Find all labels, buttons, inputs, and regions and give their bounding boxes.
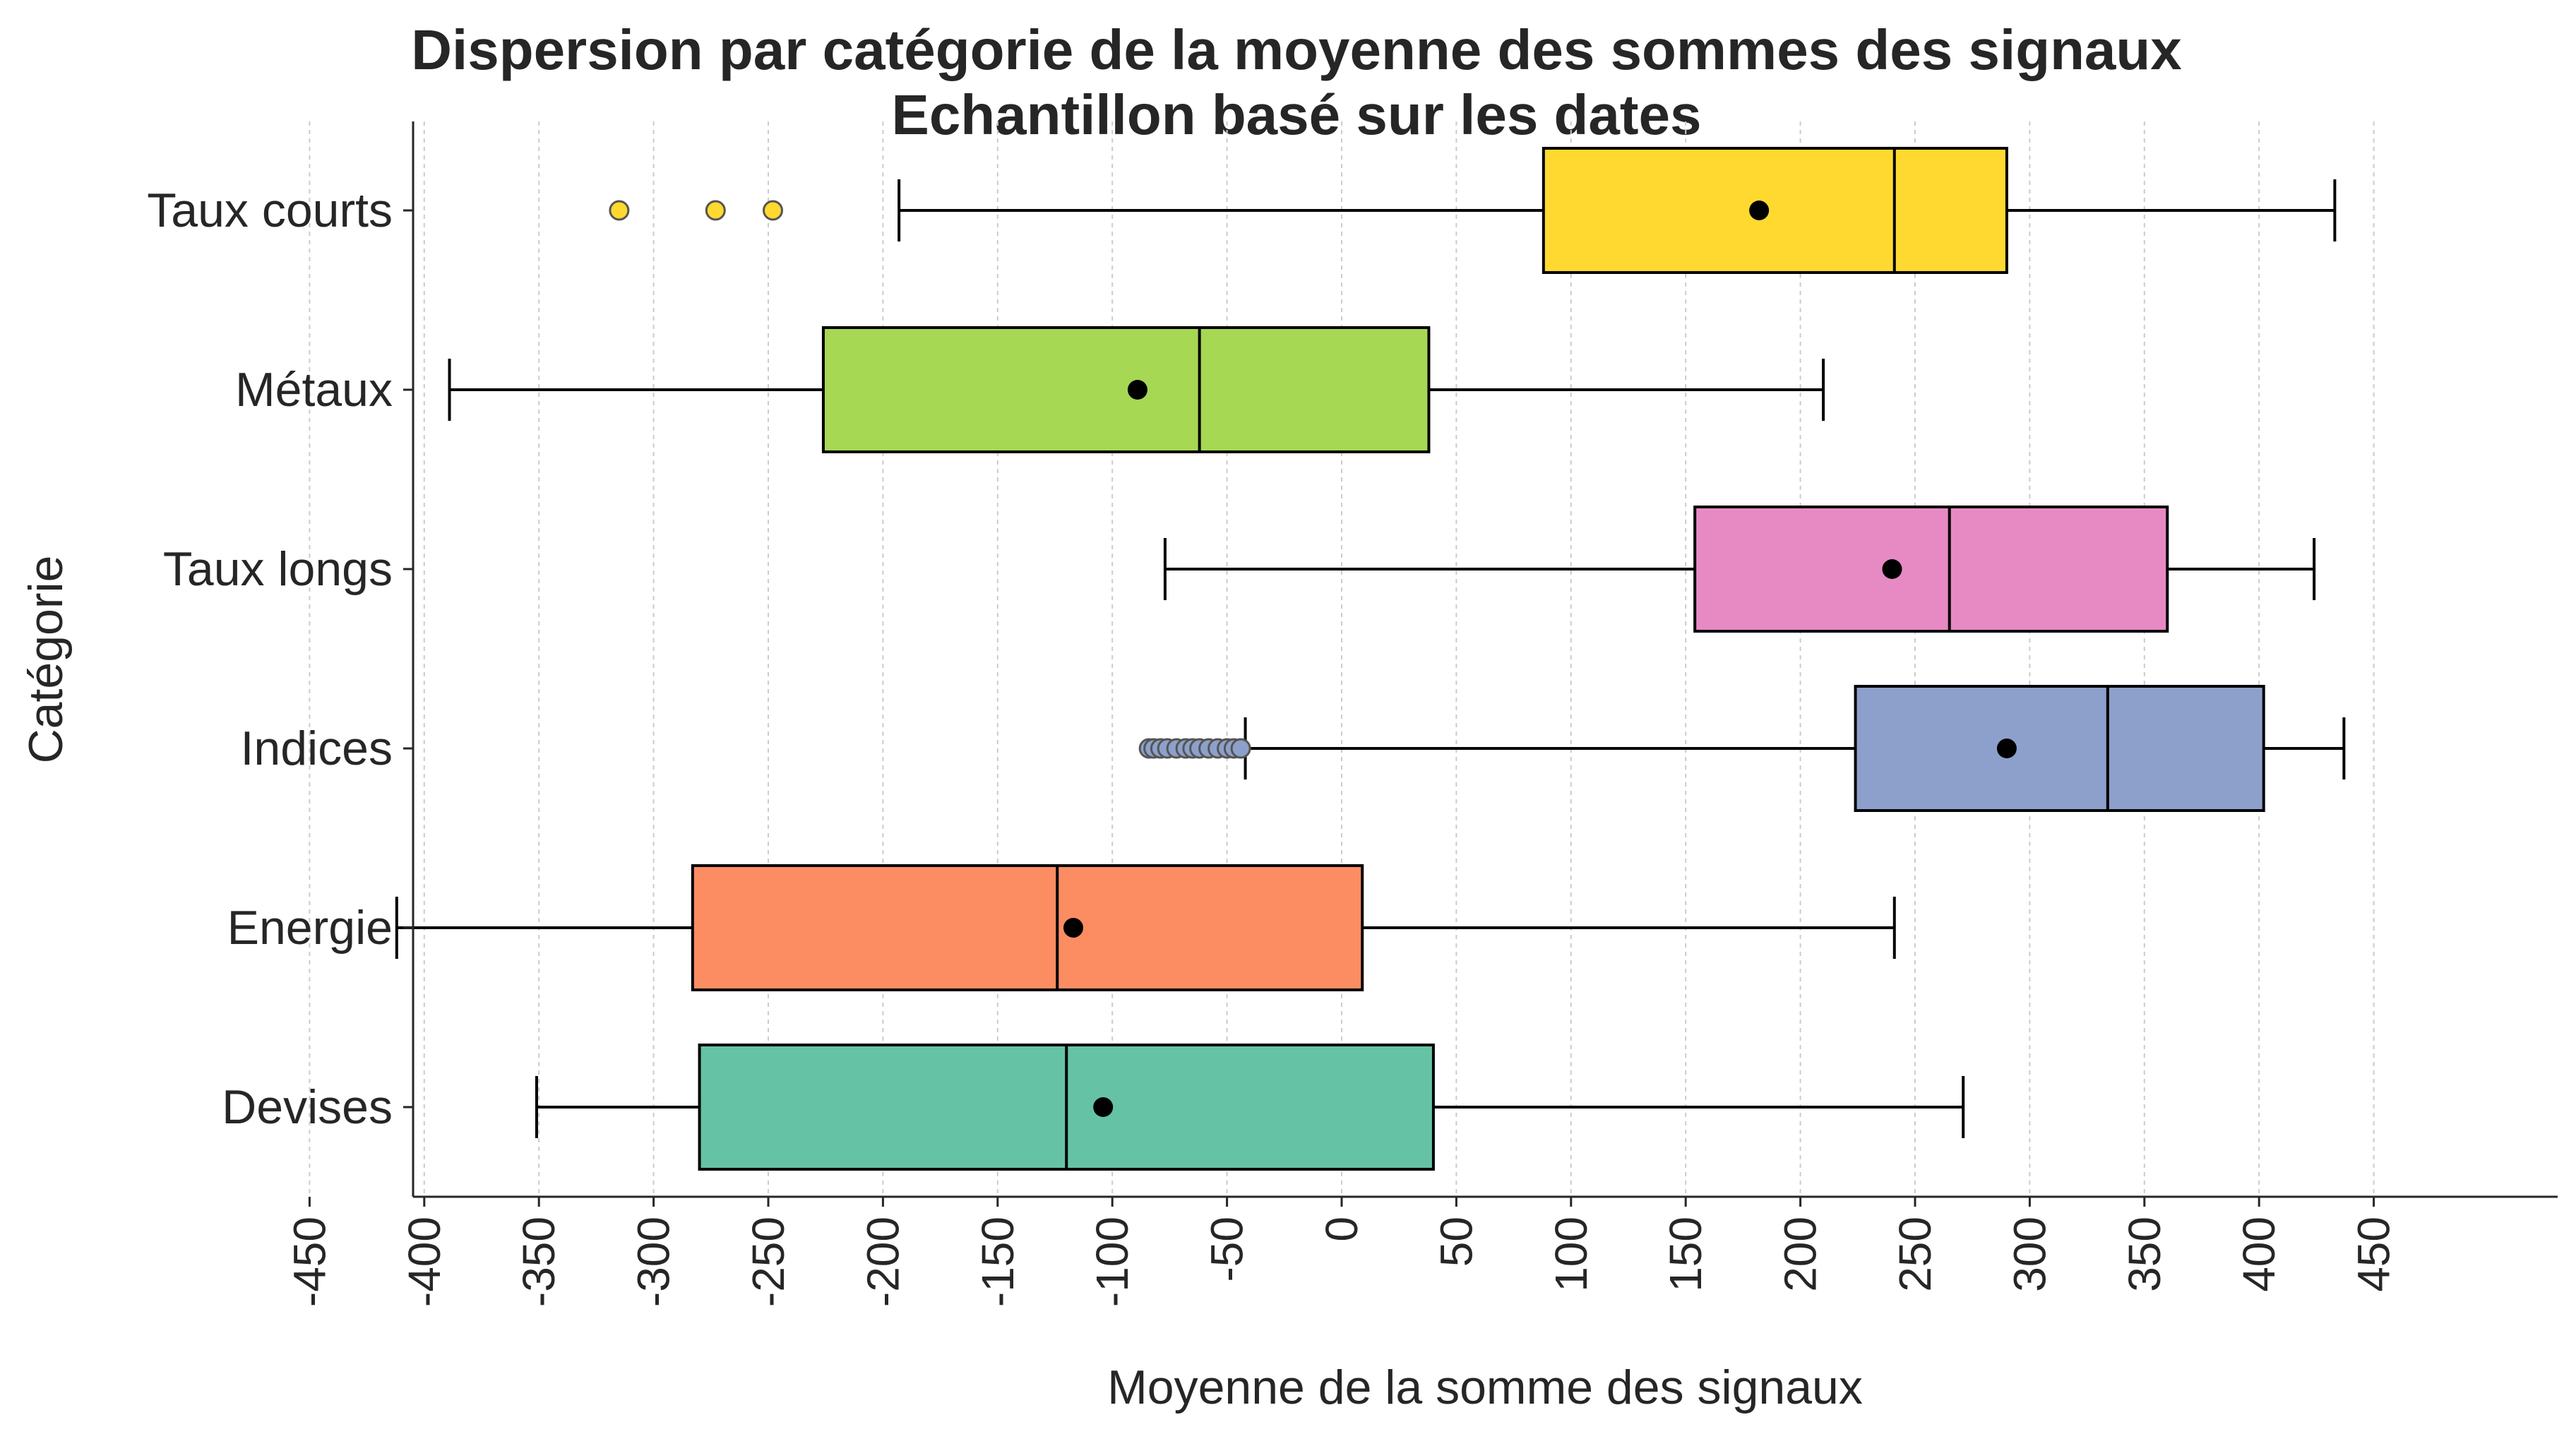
x-tick-label: 400 [2234,1217,2284,1292]
box-group [448,326,1825,453]
x-tick-label: 100 [1546,1217,1597,1292]
x-tick-label: 50 [1431,1217,1481,1267]
mean-marker [1882,559,1902,579]
x-tick-label: 450 [2349,1217,2399,1292]
iqr-box [821,326,1431,453]
iqr-box [1693,506,2169,633]
chart-subtitle: Echantillon basé sur les dates [891,83,1701,146]
x-tick-label: 200 [1775,1217,1826,1292]
x-tick-label: -200 [857,1217,908,1307]
mean-marker [1749,201,1770,220]
y-tick-label: Devises [222,1080,393,1134]
mean-marker [1063,918,1083,938]
y-tick-label: Indices [241,722,393,775]
mean-marker [1093,1097,1114,1117]
box-group [395,864,1896,991]
y-tick-label: Métaux [235,363,393,417]
chart-title: Dispersion par catégorie de la moyenne d… [411,18,2182,81]
x-tick-label: 250 [1890,1217,1940,1292]
box-series [395,147,2346,1171]
outlier-point [705,200,726,221]
iqr-box [691,864,1364,991]
x-gridlines [309,121,2375,1197]
x-tick-label: -400 [399,1217,450,1307]
box-group [1163,506,2316,633]
x-tick-label: 300 [2004,1217,2055,1292]
box-group [609,147,2337,274]
x-axis-label: Moyenne de la somme des signaux [1107,1361,1863,1414]
box-group [535,1044,1965,1171]
outlier-point [609,200,630,221]
x-tick-label: 0 [1316,1217,1367,1242]
x-tick-label: 350 [2119,1217,2170,1292]
mean-marker [1996,739,2017,758]
y-tick-label: Taux courts [147,184,393,237]
outlier-point [762,200,783,221]
box-group [1138,685,2346,812]
x-tick-label: -450 [284,1217,335,1307]
x-tick-label: -100 [1087,1217,1138,1307]
y-tick-label: Taux longs [163,542,393,596]
x-tick-label: 150 [1660,1217,1711,1292]
x-tick-label: -150 [972,1217,1023,1307]
x-tick-label: -300 [628,1217,679,1307]
x-tick-label: -250 [743,1217,794,1307]
y-tick-label: Energie [227,901,393,955]
y-axis-ticks: Taux courts Métaux Taux longs Indices Energi… [147,184,413,1134]
iqr-box [1854,685,2265,812]
x-tick-label: -350 [513,1217,564,1307]
x-tick-label: -50 [1202,1217,1253,1282]
iqr-box [1542,147,2008,274]
x-axis-ticks: -450 -400 -350 -300 -250 -200 -150 -100 -50 0 50 10… [284,1197,2399,1307]
mean-marker [1127,380,1147,400]
y-axis-label: Catégorie [19,556,73,764]
outlier-point [1230,738,1251,759]
